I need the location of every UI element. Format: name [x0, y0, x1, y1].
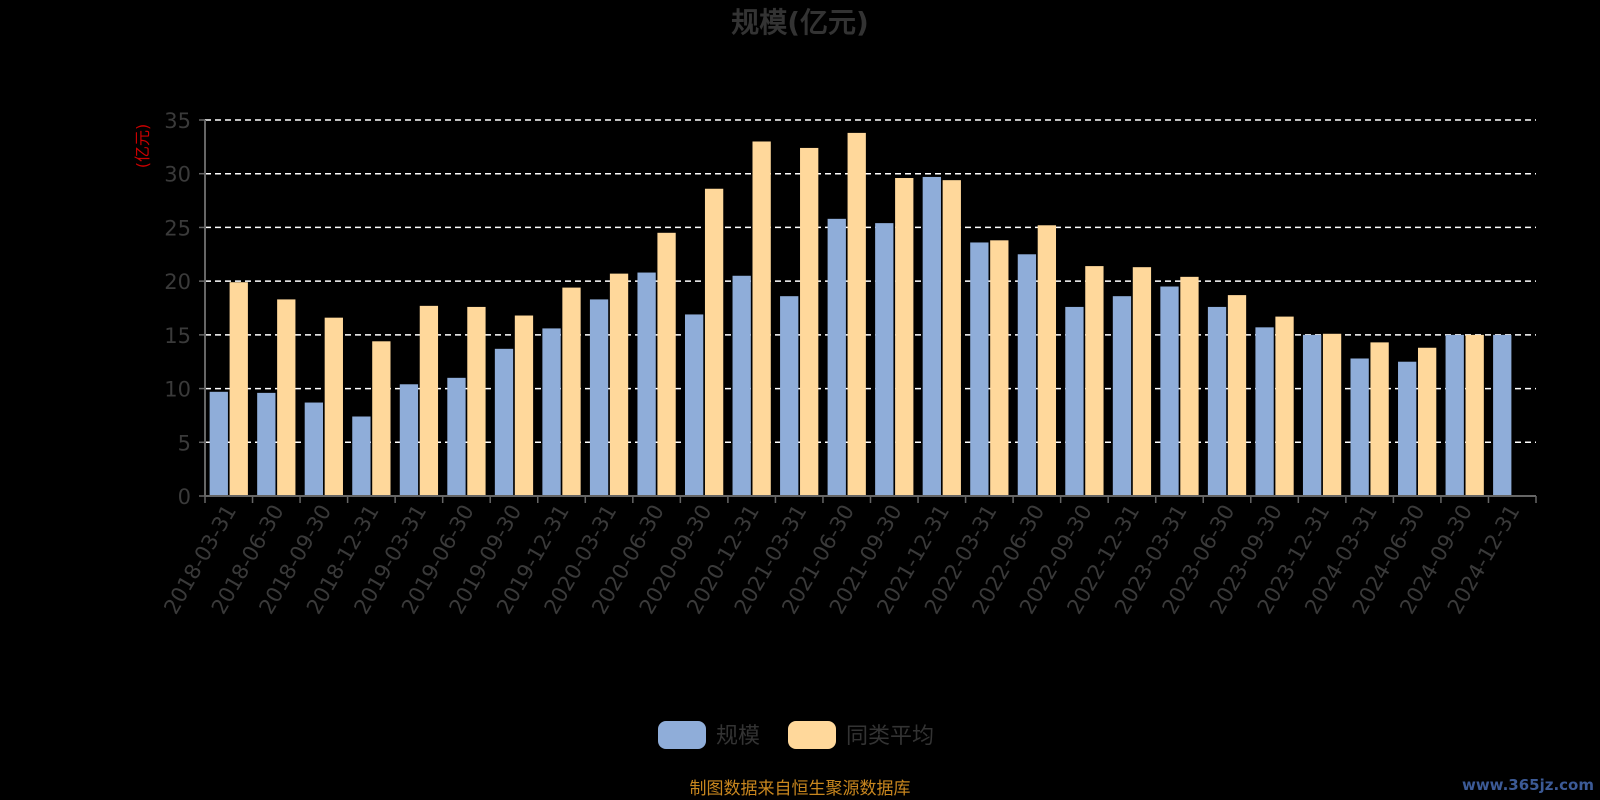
bar-peer-average[interactable]	[514, 315, 534, 496]
watermark: www.365jz.com	[1462, 776, 1594, 794]
legend-swatch	[788, 721, 836, 749]
bar-scale[interactable]	[447, 377, 466, 496]
x-tick-labels: 2018-03-312018-06-302018-09-302018-12-31…	[159, 501, 1524, 619]
y-axis-unit-label: (亿元)	[133, 124, 152, 169]
bar-peer-average[interactable]	[1132, 267, 1152, 496]
bar-peer-average[interactable]	[562, 287, 581, 496]
bar-scale[interactable]	[827, 218, 846, 496]
y-tick-label: 30	[164, 163, 191, 187]
bar-peer-average[interactable]	[1322, 333, 1342, 496]
bar-peer-average[interactable]	[657, 232, 676, 497]
bar-scale[interactable]	[494, 348, 514, 496]
bar-peer-average[interactable]	[467, 306, 486, 496]
bar-peer-average[interactable]	[942, 180, 961, 496]
bar-scale[interactable]	[637, 272, 656, 496]
bar-scale[interactable]	[1065, 306, 1084, 496]
bar-peer-average[interactable]	[1275, 316, 1294, 496]
bar-peer-average[interactable]	[1370, 342, 1389, 496]
y-tick-label: 20	[164, 270, 191, 294]
bar-scale[interactable]	[1493, 334, 1512, 496]
y-tick-label: 5	[178, 431, 191, 455]
bar-peer-average[interactable]	[372, 341, 391, 496]
bar-scale[interactable]	[209, 391, 228, 496]
bar-peer-average[interactable]	[704, 188, 724, 497]
bar-peer-average[interactable]	[895, 178, 914, 497]
bar-scale[interactable]	[1255, 327, 1274, 496]
bar-peer-average[interactable]	[847, 132, 866, 497]
y-tick-label: 10	[164, 378, 191, 402]
bar-peer-average[interactable]	[1037, 225, 1057, 496]
bar-peer-average[interactable]	[1227, 295, 1247, 496]
chart-title: 规模(亿元)	[731, 6, 869, 39]
y-tick-label: 15	[164, 324, 191, 348]
bar-peer-average[interactable]	[419, 305, 439, 496]
bar-peer-average[interactable]	[1085, 266, 1104, 496]
bar-scale[interactable]	[684, 314, 704, 496]
bar-scale[interactable]	[922, 176, 941, 497]
bar-scale[interactable]	[1398, 361, 1417, 496]
bar-peer-average[interactable]	[1417, 347, 1437, 496]
bar-scale[interactable]	[399, 384, 419, 496]
legend-label: 规模	[716, 724, 760, 749]
source-note: 制图数据来自恒生聚源数据库	[690, 779, 911, 799]
bar-scale[interactable]	[1207, 306, 1227, 496]
bar-scale[interactable]	[875, 223, 894, 497]
bar-scale[interactable]	[1160, 286, 1179, 496]
bar-peer-average[interactable]	[1180, 276, 1199, 496]
legend-item-scale[interactable]: 规模	[658, 721, 760, 749]
bar-scale[interactable]	[542, 328, 561, 496]
legend-item-peer-average[interactable]: 同类平均	[788, 721, 934, 749]
bar-scale[interactable]	[1017, 254, 1037, 496]
bar-scale[interactable]	[257, 392, 276, 496]
bar-scale[interactable]	[1302, 334, 1322, 496]
legend[interactable]: 规模 同类平均	[658, 721, 934, 749]
axes	[199, 119, 1537, 503]
bar-peer-average[interactable]	[800, 147, 819, 496]
y-tick-label: 35	[164, 109, 191, 133]
bar-scale[interactable]	[780, 296, 799, 496]
bar-scale[interactable]	[970, 242, 989, 496]
bar-peer-average[interactable]	[277, 299, 296, 496]
y-tick-label: 25	[164, 216, 191, 240]
bar-scale[interactable]	[589, 299, 609, 496]
bar-scale[interactable]	[304, 402, 324, 496]
bar-peer-average[interactable]	[990, 240, 1009, 496]
bars-group	[209, 132, 1512, 497]
bar-peer-average[interactable]	[752, 141, 771, 496]
bar-scale[interactable]	[1350, 358, 1369, 496]
bar-scale[interactable]	[1112, 296, 1132, 496]
bar-peer-average[interactable]	[1465, 334, 1484, 496]
bar-peer-average[interactable]	[229, 282, 248, 496]
legend-label: 同类平均	[846, 724, 934, 749]
y-tick-label: 0	[178, 485, 191, 509]
y-tick-labels: 0 5 10 15 20 25 30 35	[164, 109, 191, 509]
bar-scale[interactable]	[732, 275, 751, 496]
legend-swatch	[658, 721, 706, 749]
bar-scale[interactable]	[1445, 334, 1464, 496]
bar-peer-average[interactable]	[324, 317, 343, 496]
bar-peer-average[interactable]	[609, 273, 629, 496]
bar-scale[interactable]	[352, 416, 371, 496]
